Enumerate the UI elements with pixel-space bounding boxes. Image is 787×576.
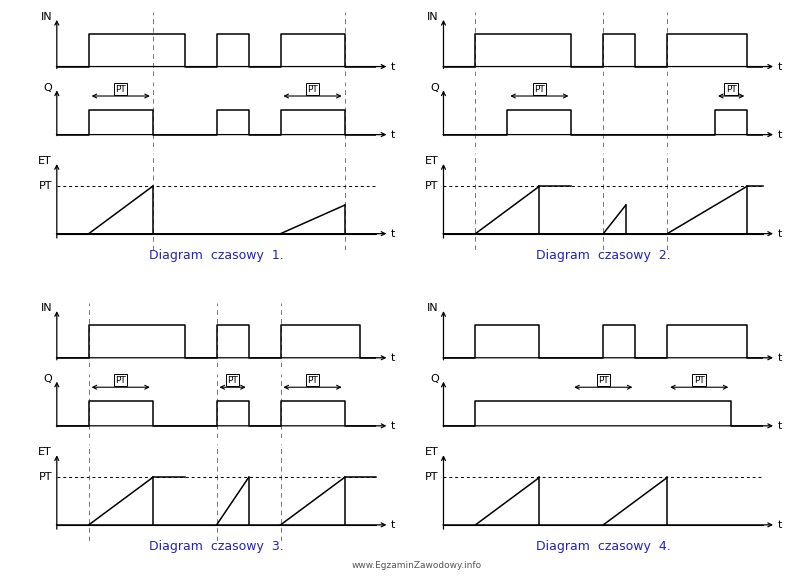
Text: ET: ET — [425, 448, 438, 457]
Text: t: t — [391, 520, 395, 530]
Text: PT: PT — [726, 85, 737, 93]
Text: Q: Q — [43, 374, 52, 384]
Text: PT: PT — [39, 472, 52, 483]
Text: Diagram  czasowy  4.: Diagram czasowy 4. — [536, 540, 671, 553]
Text: PT: PT — [39, 181, 52, 191]
Text: PT: PT — [227, 376, 238, 385]
Text: ET: ET — [39, 448, 52, 457]
Text: t: t — [391, 130, 395, 139]
Text: PT: PT — [425, 472, 438, 483]
Text: IN: IN — [40, 303, 52, 313]
Text: Q: Q — [43, 82, 52, 93]
Text: t: t — [391, 353, 395, 363]
Text: t: t — [778, 520, 782, 530]
Text: IN: IN — [427, 303, 438, 313]
Text: t: t — [778, 229, 782, 238]
Text: Diagram  czasowy  1.: Diagram czasowy 1. — [150, 249, 284, 262]
Text: PT: PT — [534, 85, 545, 93]
Text: Diagram  czasowy  2.: Diagram czasowy 2. — [536, 249, 671, 262]
Text: IN: IN — [427, 12, 438, 22]
Text: Q: Q — [430, 82, 438, 93]
Text: t: t — [391, 62, 395, 71]
Text: PT: PT — [307, 85, 318, 93]
Text: PT: PT — [598, 376, 608, 385]
Text: t: t — [778, 353, 782, 363]
Text: www.EgzaminZawodowy.info: www.EgzaminZawodowy.info — [352, 561, 482, 570]
Text: PT: PT — [425, 181, 438, 191]
Text: ET: ET — [425, 156, 438, 166]
Text: Q: Q — [430, 374, 438, 384]
Text: PT: PT — [116, 376, 126, 385]
Text: t: t — [391, 229, 395, 238]
Text: t: t — [391, 421, 395, 431]
Text: PT: PT — [694, 376, 704, 385]
Text: ET: ET — [39, 156, 52, 166]
Text: PT: PT — [116, 85, 126, 93]
Text: t: t — [778, 130, 782, 139]
Text: t: t — [778, 62, 782, 71]
Text: PT: PT — [307, 376, 318, 385]
Text: t: t — [778, 421, 782, 431]
Text: IN: IN — [40, 12, 52, 22]
Text: Diagram  czasowy  3.: Diagram czasowy 3. — [150, 540, 284, 553]
